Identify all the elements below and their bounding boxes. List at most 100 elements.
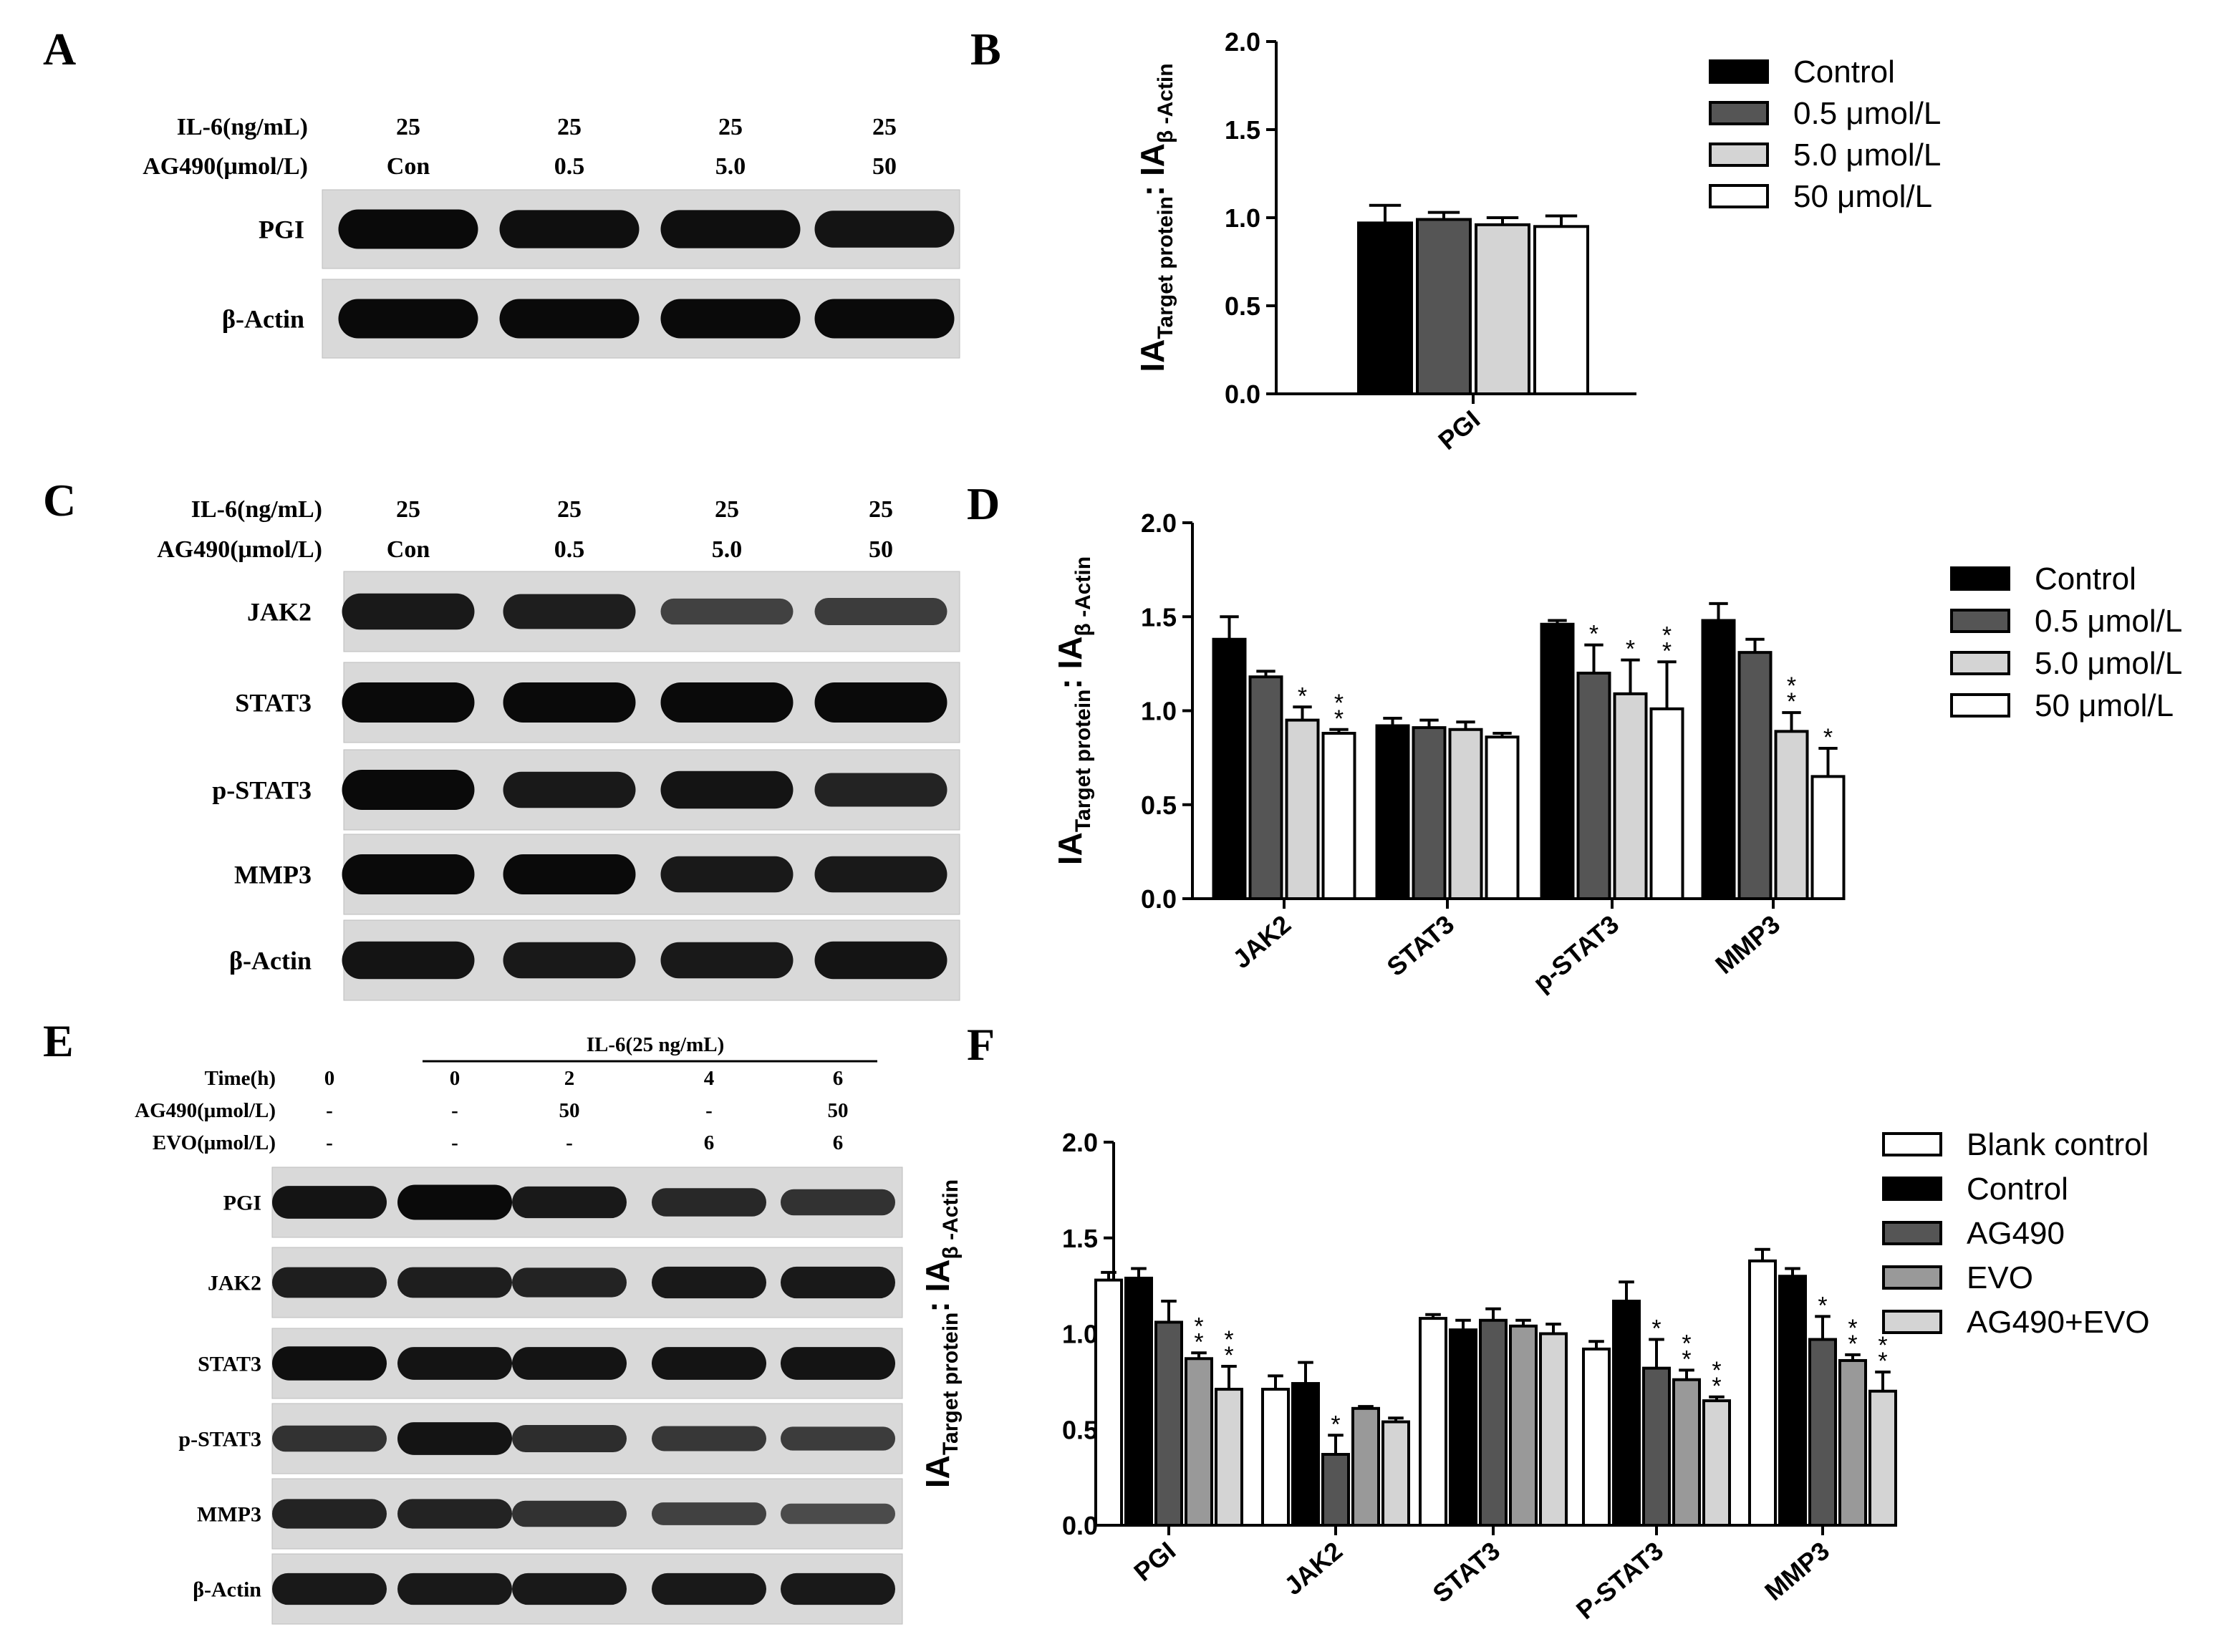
band (338, 299, 478, 339)
protein-label-actin: β-Actin (193, 1578, 261, 1602)
y-tick-label: 1.5 (1062, 1224, 1098, 1253)
bar-control-stat3 (1375, 724, 1410, 900)
legend-swatch-evo (1882, 1265, 1942, 1290)
bar-ag490-evo-mmp3 (1868, 1389, 1897, 1527)
bar-50-mol-l-jak2 (1321, 732, 1356, 900)
condition-value: 25 (872, 114, 897, 140)
protein-label-pgi: PGI (223, 1192, 261, 1215)
condition-value: 25 (869, 496, 893, 523)
condition-label: AG490(μmol/L) (157, 536, 322, 563)
y-tick-label: 0.5 (1062, 1415, 1098, 1444)
band (814, 856, 947, 893)
condition-value: - (451, 1131, 458, 1154)
condition-value: Con (387, 153, 430, 180)
band (512, 1424, 627, 1453)
condition-value: 25 (396, 496, 420, 523)
band (814, 299, 955, 339)
legend-label-control: Control (2035, 561, 2136, 596)
bar-ag490-evo-pgi (1215, 1388, 1243, 1527)
bar-blank-control-mmp3 (1748, 1259, 1777, 1527)
protein-label-actin: β-Actin (222, 305, 304, 334)
band (660, 598, 794, 625)
condition-value: 25 (718, 114, 743, 140)
condition-label: IL-6(ng/mL) (191, 496, 322, 523)
protein-label-stat3: STAT3 (198, 1353, 261, 1376)
panel-letter-c: C (43, 475, 76, 526)
condition-value: 6 (833, 1131, 844, 1154)
condition-value: 5.0 (712, 536, 743, 563)
condition-value: 50 (559, 1099, 580, 1122)
y-tick-label: 2.0 (1225, 27, 1260, 57)
protein-label-stat3: STAT3 (235, 689, 312, 718)
bar-ag490-p-stat3 (1642, 1366, 1671, 1527)
condition-value: - (566, 1131, 573, 1154)
bar-ag490-stat3 (1479, 1318, 1508, 1527)
legend-swatch-0-5-mol-l (1950, 609, 2010, 633)
bar-ag490-evo-stat3 (1539, 1332, 1568, 1527)
significance-mark: * (1818, 1292, 1827, 1319)
legend-label-5-0-mol-l: 5.0 μmol/L (2035, 646, 2182, 681)
band (342, 854, 475, 894)
band (781, 1573, 895, 1605)
significance-mark: * (1298, 682, 1307, 710)
y-axis-label-part: IA (1051, 832, 1089, 865)
bar-control-mmp3 (1778, 1275, 1807, 1527)
significance-mark: * (1589, 621, 1598, 648)
condition-value: 0 (324, 1067, 335, 1090)
panel-letter-e: E (43, 1015, 74, 1066)
band (814, 597, 947, 626)
bar-blank-control-stat3 (1419, 1317, 1447, 1527)
bar-50-mol-l-pgi (1533, 225, 1589, 395)
condition-label: IL-6(ng/mL) (177, 114, 308, 140)
significance-mark: * (1626, 636, 1635, 663)
band (781, 1189, 895, 1216)
legend-label-ag490: AG490 (1967, 1216, 2065, 1251)
y-tick-label: 2.0 (1141, 508, 1177, 538)
significance-mark: * (1878, 1332, 1887, 1359)
y-axis-label-part: β -Actin (1071, 556, 1095, 637)
legend-label-evo: EVO (1967, 1260, 2033, 1295)
bar-evo-mmp3 (1838, 1358, 1867, 1527)
y-tick-label: 1.0 (1141, 697, 1177, 726)
legend-swatch-50-mol-l (1709, 184, 1769, 208)
y-tick-label: 0.0 (1225, 380, 1260, 409)
condition-value: - (705, 1099, 713, 1122)
band (272, 1573, 387, 1605)
y-tick-label: 1.5 (1225, 115, 1260, 145)
y-tick-label: 2.0 (1062, 1128, 1098, 1157)
bar-control-pgi (1124, 1276, 1153, 1527)
bar-50-mol-l-stat3 (1485, 735, 1520, 900)
protein-label-jak2: JAK2 (247, 598, 312, 627)
y-axis-label-part: : IA (919, 1260, 956, 1313)
significance-mark: * (1848, 1315, 1857, 1342)
band (660, 771, 794, 809)
bar-chart-b: 0.0 0.5 1.0 1.5 2.0 IATarget protein: IAβ -Ac… (1134, 27, 1941, 455)
bar-ag490-evo-jak2 (1381, 1420, 1410, 1527)
bar-ag490-mmp3 (1808, 1338, 1837, 1527)
band (342, 770, 475, 810)
condition-value: 2 (564, 1067, 575, 1090)
significance-mark: * (1712, 1357, 1721, 1384)
y-tick-label: 1.0 (1225, 203, 1260, 233)
legend-swatch-control (1882, 1177, 1942, 1201)
protein-label-mmp3: MMP3 (197, 1503, 261, 1527)
condition-value: 25 (715, 496, 739, 523)
bar-evo-pgi (1185, 1357, 1213, 1527)
bar-chart-d: 0.0 0.5 1.0 1.5 2.0 IATarget protein: IAβ -Ac… (1051, 508, 2182, 998)
y-tick-label: 0.5 (1141, 791, 1177, 820)
significance-mark: * (1662, 622, 1672, 649)
significance-mark: * (1848, 1330, 1857, 1358)
band (512, 1186, 627, 1219)
band (503, 942, 636, 979)
band (512, 1500, 627, 1527)
band (397, 1573, 512, 1605)
band (512, 1347, 627, 1380)
significance-mark: * (1787, 672, 1796, 700)
condition-value: 50 (828, 1099, 849, 1122)
band (272, 1425, 387, 1452)
band (814, 682, 947, 723)
bar-control-jak2 (1291, 1382, 1320, 1527)
western-blot-c: IL-6(ng/mL) AG490(μmol/L) 25 25 25 25 Con 0.5 5.… (157, 496, 960, 1001)
legend-swatch-50-mol-l (1950, 693, 2010, 718)
significance-mark: * (1682, 1330, 1691, 1357)
